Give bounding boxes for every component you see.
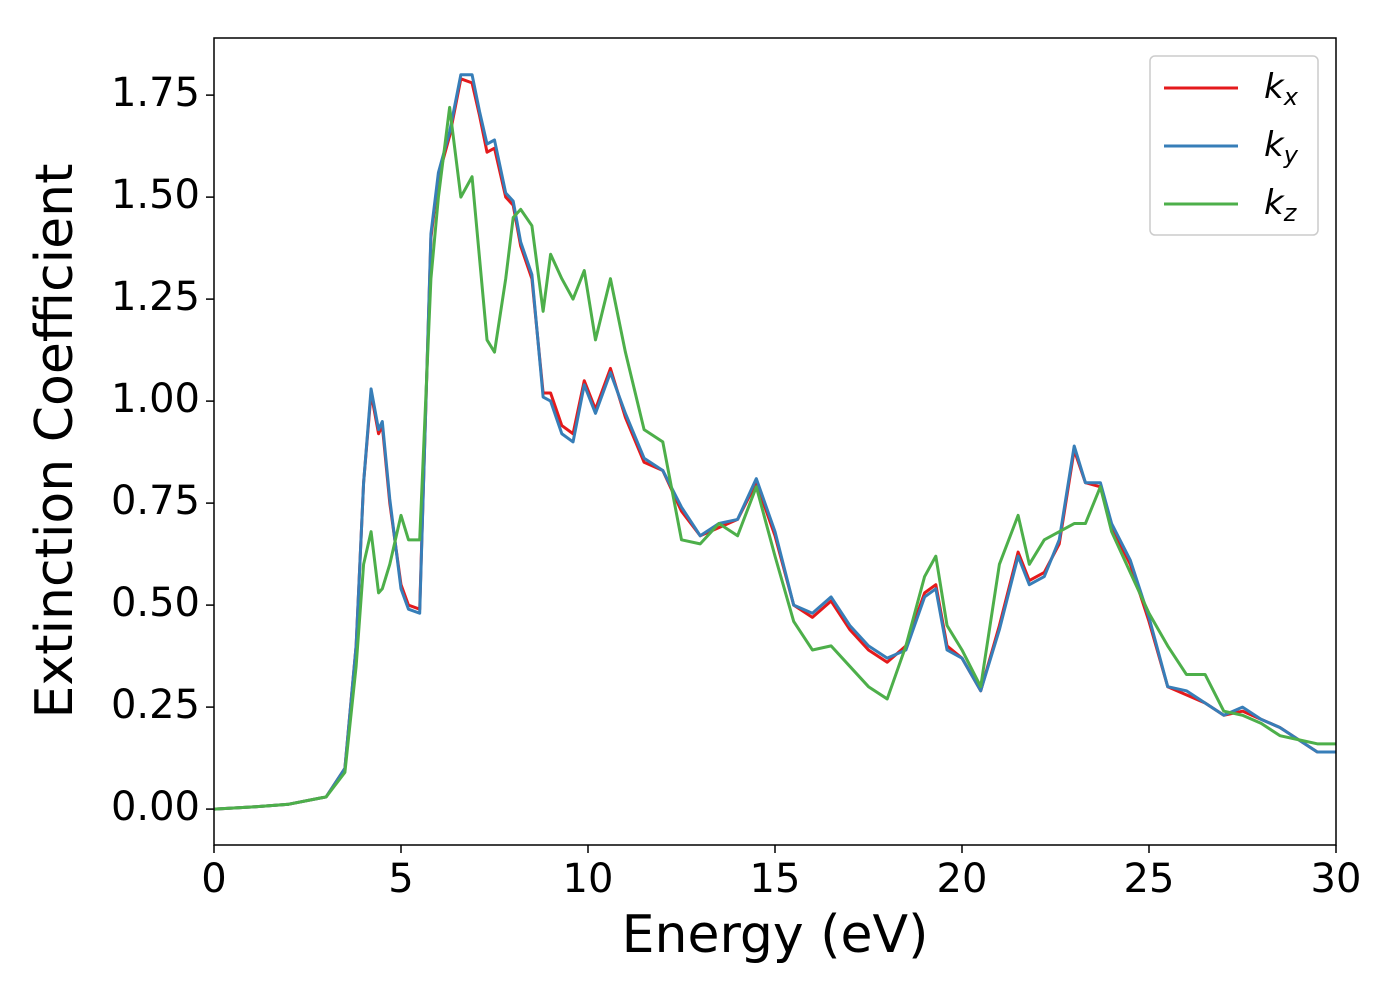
x-tick-label: 25: [1124, 856, 1175, 902]
y-tick-label: 0.75: [111, 478, 200, 524]
x-tick-label: 5: [388, 856, 413, 902]
y-tick-label: 1.25: [111, 274, 200, 320]
y-tick-label: 0.00: [111, 784, 200, 830]
y-tick-label: 0.50: [111, 580, 200, 626]
series-line: [214, 73, 1336, 811]
legend-label: kz: [1264, 183, 1298, 228]
y-axis-label: Extinction Coefficient: [25, 164, 85, 719]
x-tick-label: 30: [1311, 856, 1362, 902]
series-line: [214, 105, 1336, 811]
plot-frame: [213, 37, 1337, 846]
y-tick-label: 0.25: [111, 682, 200, 728]
y-tick-label: 1.00: [111, 376, 200, 422]
x-tick-label: 10: [563, 856, 614, 902]
y-tick-label: 1.75: [111, 70, 200, 116]
x-tick-label: 20: [937, 856, 988, 902]
legend-label: ky: [1264, 125, 1299, 170]
y-tick-label: 1.50: [111, 172, 200, 218]
x-axis-label: Energy (eV): [622, 905, 929, 965]
x-tick-label: 15: [750, 856, 801, 902]
x-tick-label: 0: [201, 856, 226, 902]
legend-label: kx: [1264, 67, 1299, 112]
